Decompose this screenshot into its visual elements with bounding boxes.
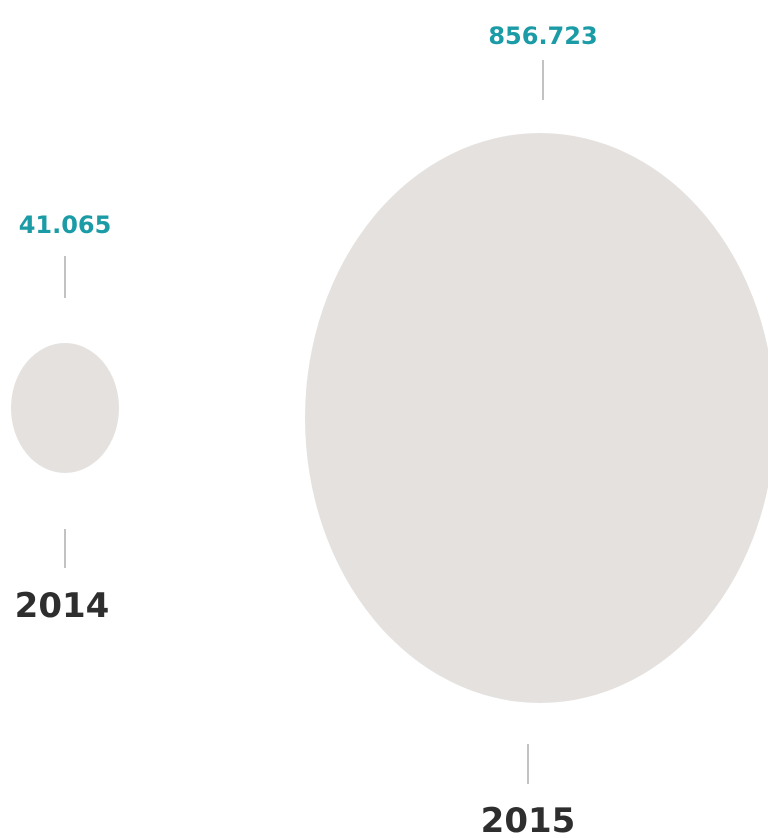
bubble-2014	[11, 343, 119, 473]
value-label-2014: 41.065	[19, 211, 112, 239]
bubble-group-2014: 41.065 2014	[11, 211, 119, 626]
bubble-2015	[305, 133, 768, 703]
bubble-group-2015: 856.723 2015	[305, 22, 768, 838]
value-label-2015: 856.723	[488, 22, 597, 50]
year-label-2015: 2015	[481, 801, 576, 838]
year-label-2014: 2014	[15, 586, 110, 626]
